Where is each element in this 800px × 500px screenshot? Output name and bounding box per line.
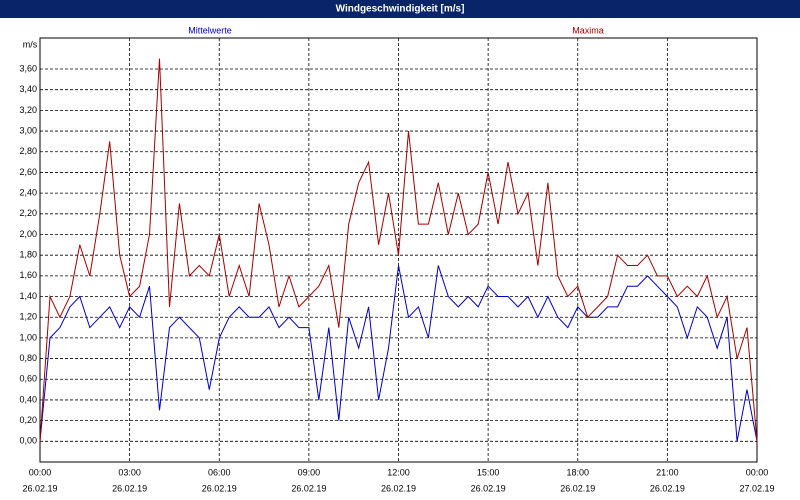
y-tick-label: 1,40 <box>19 291 37 301</box>
y-tick-label: 0,20 <box>19 415 37 425</box>
x-tick-label: 00:00 <box>29 467 52 477</box>
y-tick-label: 3,20 <box>19 105 37 115</box>
series-line <box>39 265 758 442</box>
y-tick-label: 2,60 <box>19 167 37 177</box>
title-bar <box>0 0 800 18</box>
x-tick-date: 26.02.19 <box>560 483 595 493</box>
y-tick-label: 2,00 <box>19 229 37 239</box>
x-tick-label: 21:00 <box>656 467 679 477</box>
x-tick-date: 26.02.19 <box>202 483 237 493</box>
x-tick-label: 12:00 <box>387 467 410 477</box>
x-tick-label: 09:00 <box>298 467 321 477</box>
x-tick-label: 00:00 <box>746 467 769 477</box>
x-tick-date: 26.02.19 <box>381 483 416 493</box>
y-tick-label: 3,60 <box>19 63 37 73</box>
x-tick-date: 26.02.19 <box>112 483 147 493</box>
y-tick-label: 0,00 <box>19 436 37 446</box>
y-tick-label: 2,40 <box>19 187 37 197</box>
y-tick-label: 0,40 <box>19 394 37 404</box>
x-tick-date: 26.02.19 <box>22 483 57 493</box>
x-tick-date: 26.02.19 <box>650 483 685 493</box>
x-tick-date: 26.02.19 <box>471 483 506 493</box>
chart-title: Windgeschwindigkeit [m/s] <box>336 4 465 15</box>
y-tick-label: 0,60 <box>19 374 37 384</box>
legend-entry: Mittelwerte <box>188 25 232 35</box>
x-tick-date: 27.02.19 <box>739 483 774 493</box>
y-tick-label: 1,60 <box>19 270 37 280</box>
x-tick-date: 26.02.19 <box>291 483 326 493</box>
x-tick-label: 03:00 <box>118 467 141 477</box>
y-unit: m/s <box>23 39 38 49</box>
y-tick-label: 2,80 <box>19 146 37 156</box>
y-tick-label: 1,20 <box>19 312 37 322</box>
y-tick-label: 2,20 <box>19 208 37 218</box>
y-tick-label: 1,00 <box>19 332 37 342</box>
series-line <box>39 58 758 442</box>
y-tick-label: 3,00 <box>19 125 37 135</box>
x-tick-label: 15:00 <box>477 467 500 477</box>
legend-entry: Maxima <box>572 25 604 35</box>
x-tick-label: 06:00 <box>208 467 231 477</box>
y-tick-label: 1,80 <box>19 250 37 260</box>
y-tick-label: 3,40 <box>19 84 37 94</box>
y-tick-label: 0,80 <box>19 353 37 363</box>
x-tick-label: 18:00 <box>566 467 589 477</box>
